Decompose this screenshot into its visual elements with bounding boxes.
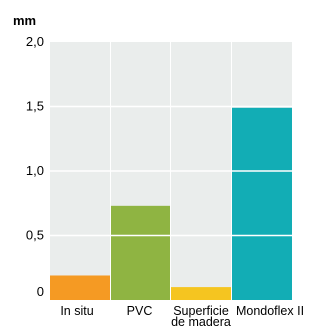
y-axis-ticks: 0 0,5 1,0 1,5 2,0 [26, 34, 44, 299]
bar-4 [232, 107, 292, 300]
gridlines [50, 105, 292, 237]
category-label-1: In situ [60, 304, 93, 318]
category-label-3-line-1: Superficie [173, 304, 229, 318]
y-tick-label-2: 0,5 [26, 228, 44, 243]
y-axis-unit-label: mm [13, 13, 36, 28]
category-label-2: PVC [127, 304, 153, 318]
bar-2 [111, 205, 170, 300]
category-label-4: Mondoflex II [236, 304, 304, 318]
y-tick-label-3: 1,0 [26, 163, 44, 178]
bar-3 [171, 287, 231, 300]
category-label-3-line-2: de madera [171, 315, 231, 329]
y-tick-label-5: 2,0 [26, 34, 44, 49]
y-tick-label-4: 1,5 [26, 99, 44, 114]
bars [50, 107, 292, 300]
y-tick-label-1: 0 [37, 284, 44, 299]
bar-1 [50, 275, 110, 300]
